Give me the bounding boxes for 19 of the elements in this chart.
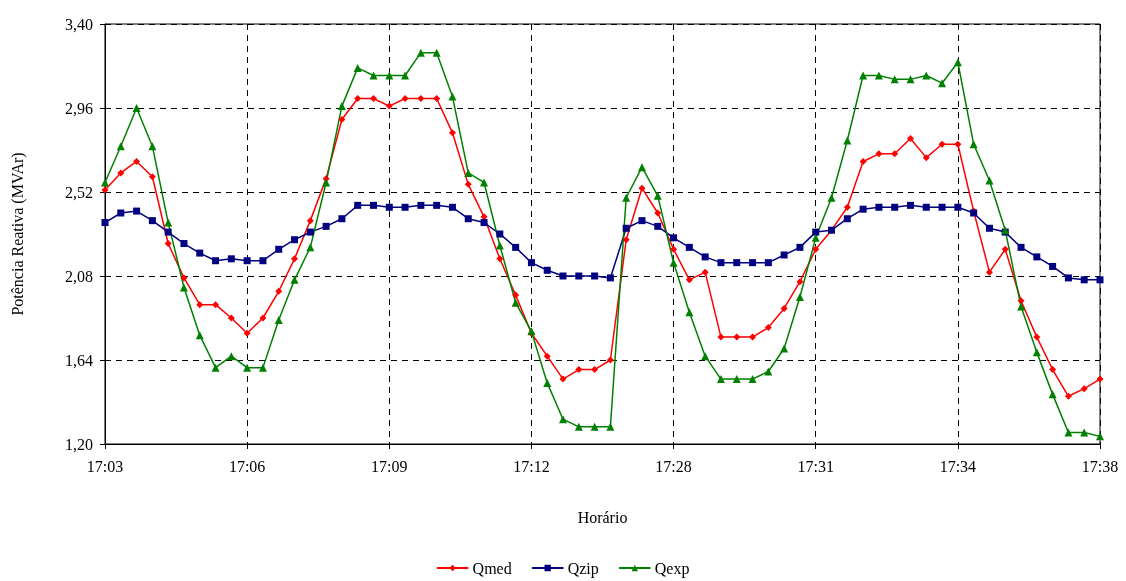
y-tick-label: 2,96 — [65, 99, 93, 117]
x-tick-label: 17:34 — [939, 457, 977, 475]
x-tick-label: 17:12 — [513, 457, 550, 475]
y-tick-label: 2,08 — [65, 267, 93, 285]
y-tick-label: 1,20 — [65, 435, 93, 453]
y-tick-label: 3,40 — [65, 15, 93, 33]
x-tick-label: 17:38 — [1081, 457, 1119, 475]
y-tick-label: 1,64 — [65, 351, 93, 369]
x-axis-title: Horário — [577, 508, 628, 526]
y-axis-title: Potência Reativa (MVAr) — [8, 152, 27, 316]
x-tick-label: 17:03 — [86, 457, 124, 475]
x-tick-label: 17:28 — [655, 457, 692, 475]
x-tick-label: 17:31 — [797, 457, 834, 475]
legend-label: Qmed — [472, 559, 512, 577]
x-tick-label: 17:06 — [228, 457, 266, 475]
legend-label: Qzip — [567, 559, 599, 578]
legend-label: Qexp — [654, 559, 690, 578]
x-tick-label: 17:09 — [371, 457, 408, 475]
y-tick-label: 2,52 — [65, 183, 93, 201]
